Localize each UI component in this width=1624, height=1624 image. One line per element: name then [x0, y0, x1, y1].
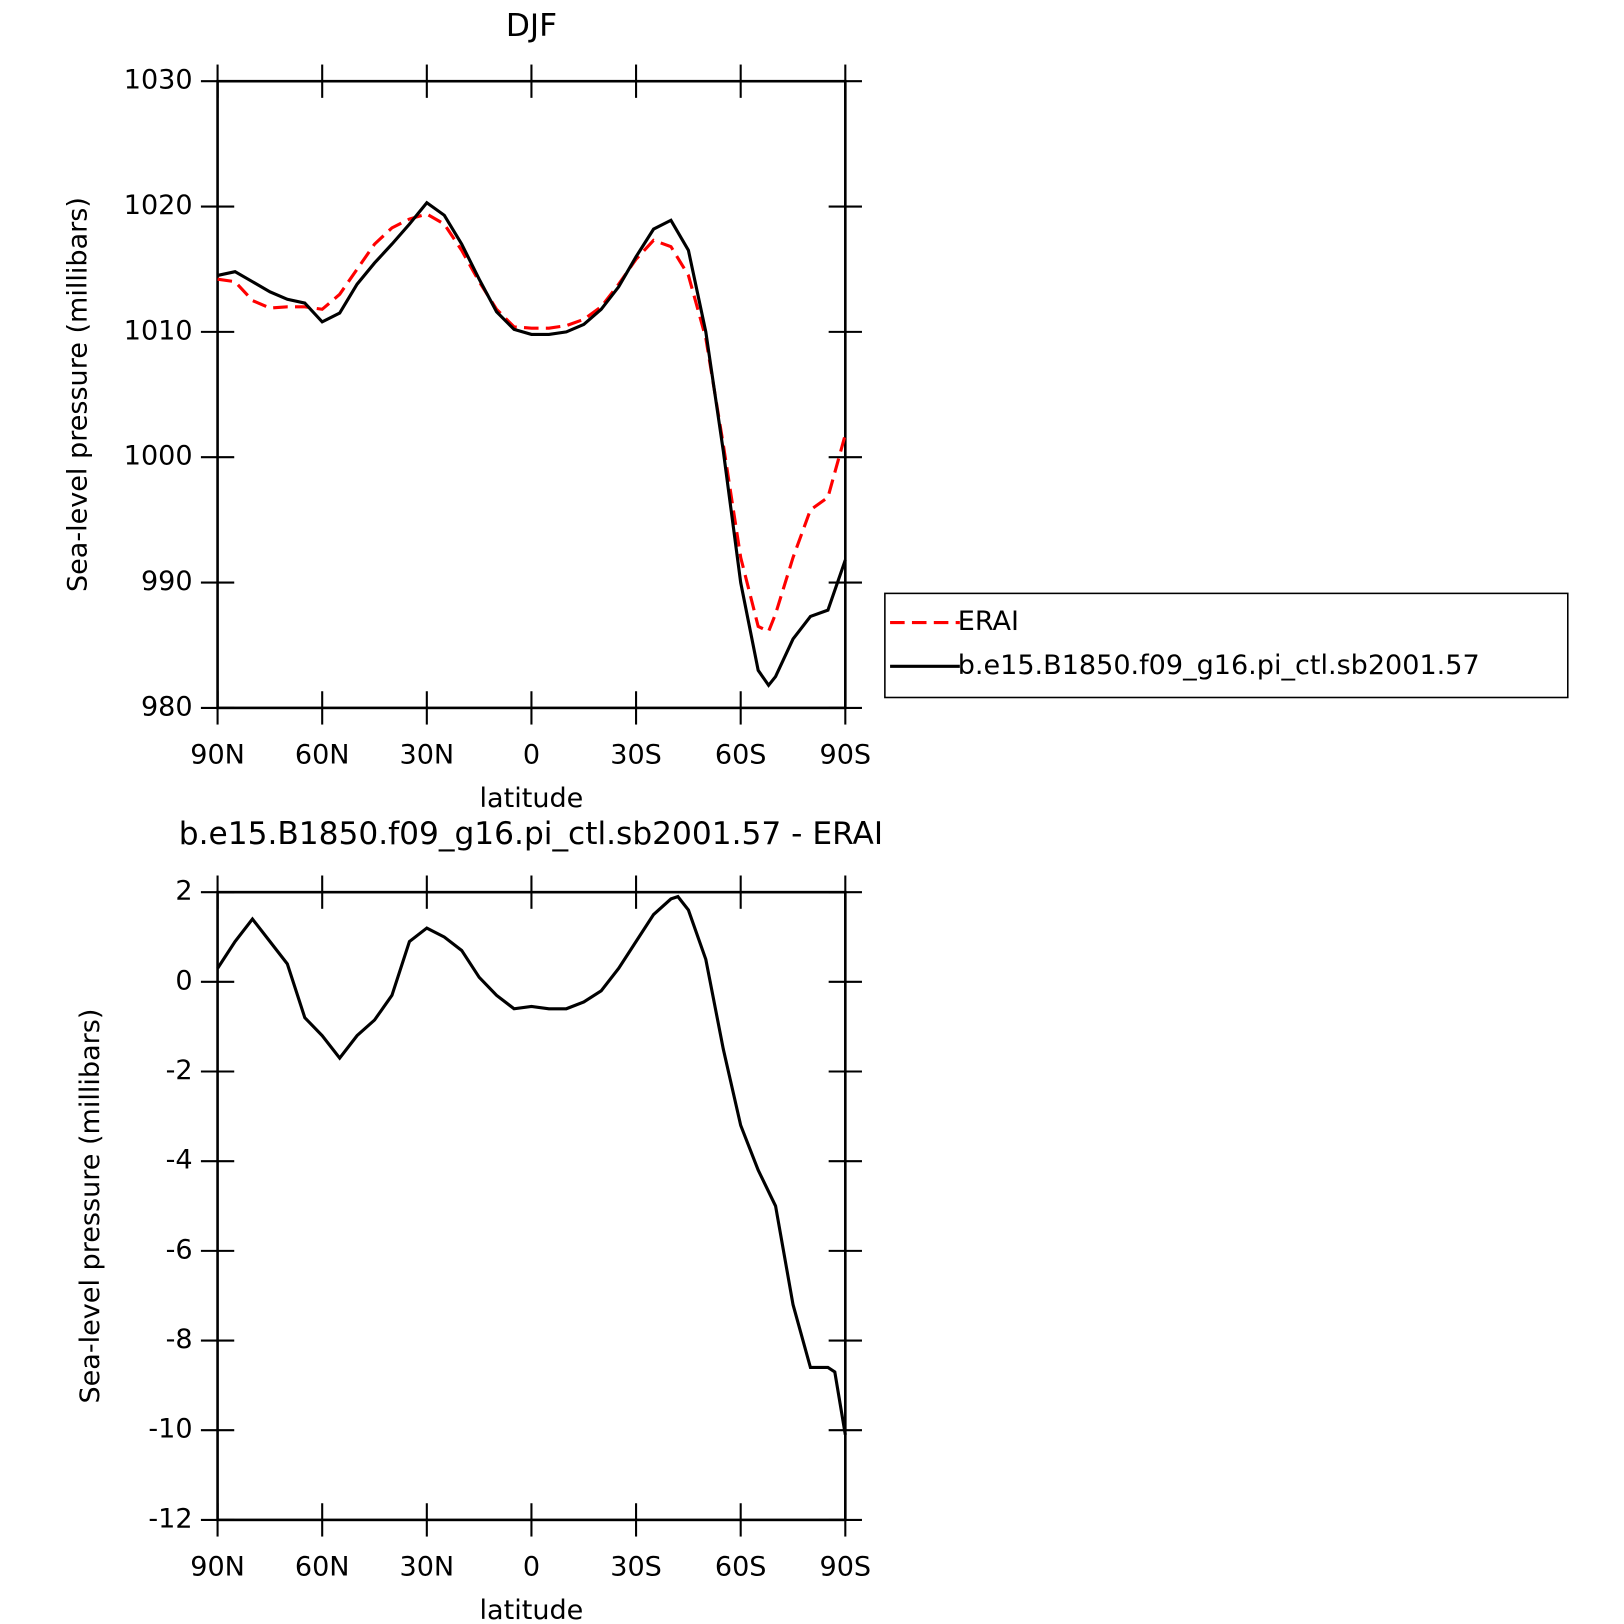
y-tick-label: 1030 [124, 65, 193, 96]
y-axis-label: Sea-level pressure (millibars) [63, 197, 94, 592]
x-tick-label: 0 [523, 1551, 540, 1582]
x-axis-label: latitude [480, 783, 584, 814]
y-axis-label: Sea-level pressure (millibars) [75, 1009, 106, 1404]
x-tick-label: 60S [715, 739, 767, 770]
y-tick-label: 990 [141, 566, 193, 597]
x-tick-label: 30S [610, 1551, 662, 1582]
x-tick-label: 60S [715, 1551, 767, 1582]
legend-label: ERAI [958, 606, 1019, 637]
x-tick-label: 30N [399, 739, 454, 770]
y-tick-label: 2 [175, 876, 192, 907]
x-tick-label: 0 [523, 739, 540, 770]
y-tick-label: 1000 [124, 441, 193, 472]
x-tick-label: 90N [190, 1551, 245, 1582]
y-tick-label: -8 [166, 1324, 193, 1355]
legend-box [884, 592, 1569, 699]
y-tick-label: 980 [141, 691, 193, 722]
plot-frame [216, 890, 847, 1522]
chart-title: b.e15.B1850.f09_g16.pi_ctl.sb2001.57 - E… [179, 816, 883, 852]
plot-frame [216, 79, 847, 710]
x-axis-label: latitude [480, 1595, 584, 1624]
x-tick-label: 90S [820, 739, 872, 770]
data-line [217, 200, 847, 688]
data-line [217, 212, 847, 634]
y-tick-label: -10 [148, 1414, 192, 1445]
legend-label: b.e15.B1850.f09_g16.pi_ctl.sb2001.57 [958, 650, 1480, 681]
y-tick-label: -4 [166, 1145, 193, 1176]
x-tick-label: 30N [399, 1551, 454, 1582]
x-tick-label: 30S [610, 739, 662, 770]
chart-title: DJF [506, 8, 557, 44]
x-tick-label: 60N [295, 1551, 350, 1582]
y-tick-label: 0 [175, 965, 192, 996]
y-tick-label: -12 [148, 1503, 192, 1534]
y-tick-label: 1020 [124, 190, 193, 221]
data-line [216, 894, 847, 1435]
y-tick-label: 1010 [124, 315, 193, 346]
x-tick-label: 90N [190, 739, 245, 770]
y-tick-label: -2 [166, 1055, 193, 1086]
x-tick-label: 90S [820, 1551, 872, 1582]
x-tick-label: 60N [295, 739, 350, 770]
y-tick-label: -6 [166, 1234, 193, 1265]
